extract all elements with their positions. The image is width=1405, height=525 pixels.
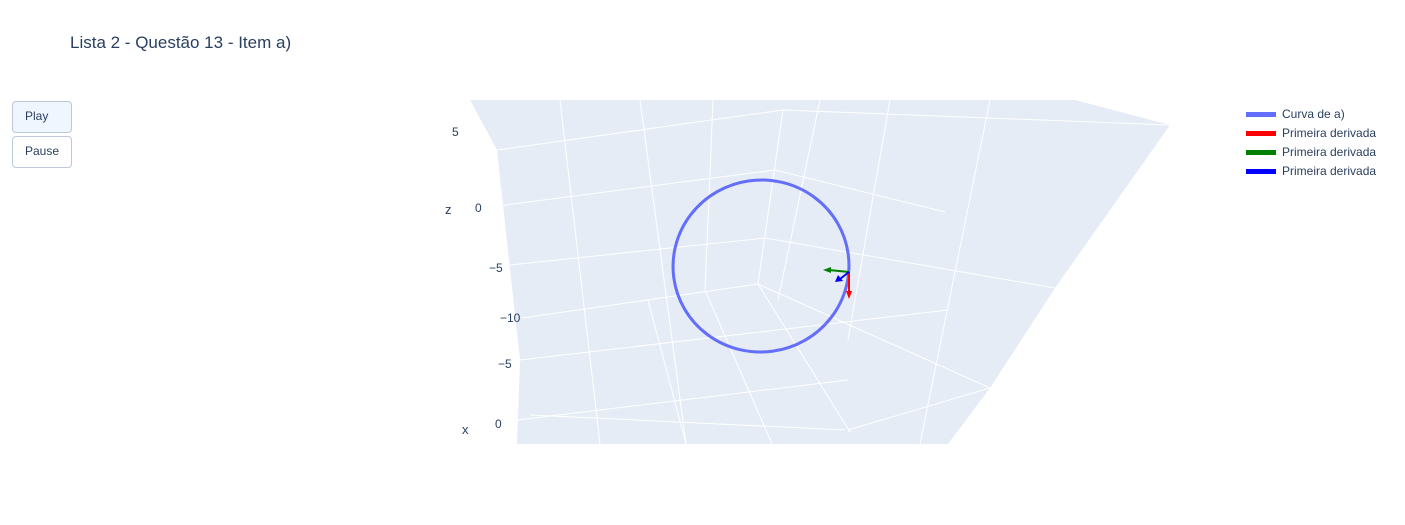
legend-label: Curva de a) bbox=[1282, 107, 1345, 121]
grid-lines bbox=[496, 99, 1171, 445]
chart-title: Lista 2 - Questão 13 - Item a) bbox=[70, 33, 292, 52]
z-tick: −5 bbox=[489, 261, 503, 275]
grid-line bbox=[919, 99, 991, 445]
x-tick: −5 bbox=[498, 357, 512, 371]
grid-line bbox=[782, 109, 1171, 126]
grid-line bbox=[496, 169, 776, 207]
floor-plane bbox=[517, 288, 1055, 444]
legend-swatch bbox=[1246, 150, 1276, 155]
grid-line bbox=[509, 237, 766, 266]
vector-blue bbox=[835, 271, 850, 282]
legend-label: Primeira derivada bbox=[1282, 145, 1377, 159]
grid-line bbox=[704, 289, 773, 445]
grid-line bbox=[519, 309, 949, 361]
grid-line bbox=[777, 99, 821, 301]
legend-swatch bbox=[1246, 112, 1276, 117]
z-axis-title: z bbox=[445, 202, 452, 217]
grid-line bbox=[559, 99, 601, 445]
legend-swatch bbox=[1246, 131, 1276, 136]
curve-series bbox=[671, 178, 851, 354]
grid-line bbox=[529, 414, 846, 431]
x-tick: 0 bbox=[495, 417, 502, 431]
grid-line bbox=[757, 283, 991, 389]
grid-line bbox=[639, 99, 687, 445]
z-tick: −10 bbox=[500, 311, 521, 325]
x-axis-title: x bbox=[462, 422, 469, 437]
z-tick: 0 bbox=[475, 201, 482, 215]
grid-line bbox=[847, 387, 991, 431]
grid-line bbox=[757, 109, 784, 285]
grid-line bbox=[757, 283, 851, 433]
legend-label: Primeira derivada bbox=[1282, 126, 1377, 140]
z-tick: 5 bbox=[452, 125, 459, 139]
legend-swatch bbox=[1246, 169, 1276, 174]
grid-line bbox=[496, 109, 784, 151]
pause-button[interactable]: Pause bbox=[12, 136, 72, 168]
grid-line bbox=[764, 237, 1056, 289]
grid-line bbox=[704, 99, 714, 291]
grid-line bbox=[847, 99, 891, 341]
grid-line bbox=[521, 283, 759, 319]
vector-red bbox=[846, 272, 852, 299]
grid-line bbox=[516, 379, 849, 421]
vector-green bbox=[823, 267, 850, 273]
grid-line bbox=[647, 299, 687, 445]
play-button[interactable]: Play bbox=[12, 101, 72, 133]
legend-label: Primeira derivada bbox=[1282, 164, 1377, 178]
